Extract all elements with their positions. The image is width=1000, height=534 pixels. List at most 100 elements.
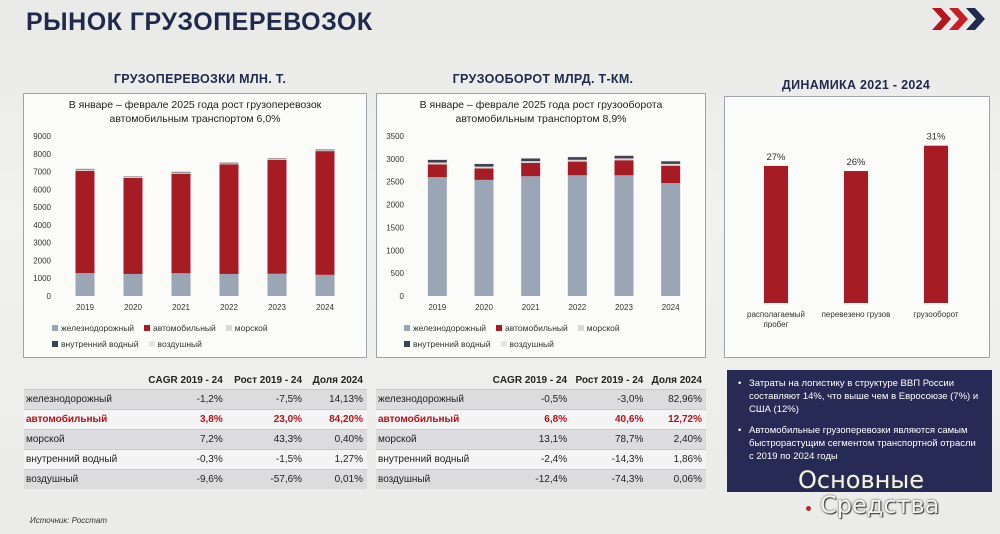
table2-header-row: CAGR 2019 - 24 Рост 2019 - 24 Доля 2024 [376,372,706,389]
table-cell: -2,4% [488,448,572,469]
legend-item: железнодорожный [52,320,134,336]
table-cell: 3,8% [140,408,227,429]
row-label: внутренний водный [24,448,141,469]
watermark-logo: Основные Средства [798,468,994,528]
column-header: Рост 2019 - 24 [575,374,644,386]
table-cell: -9,6% [140,468,227,489]
legend-swatch-icon [52,341,58,347]
chart1-plot: 9000 8000 7000 6000 5000 4000 3000 2000 1000 0 201… [33,132,335,312]
info-box: Затраты на логистику в структуре ВВП Рос… [727,370,992,492]
x-tick-label: 2024 [662,303,680,312]
legend-label: морской [234,323,268,333]
bar-segment [315,149,335,150]
bar-segment [521,161,541,163]
table-row: внутренний водный -2,4% -14,3% 1,86% [376,448,706,469]
bar-segment [474,168,494,180]
bar-segment [75,168,95,170]
bar-segment [267,158,287,159]
panel1-title: ГРУЗОПЕРЕВОЗКИ МЛН. Т. [113,72,287,86]
row-label: воздушный [24,468,141,489]
column-header: CAGR 2019 - 24 [492,374,568,386]
bar-segment [474,163,494,167]
bar-segment [219,273,239,296]
y-tick-label: 7000 [33,168,51,177]
table-row: воздушный -9,6% -57,6% 0,01% [24,468,367,489]
legend-item: воздушный [500,336,554,352]
table-cell: -57,6% [226,468,307,489]
row-label: морской [24,428,141,449]
chart2-legend: железнодорожный автомобильный морской внутр… [404,320,699,352]
bar-segment [474,179,494,296]
legend-label: автомобильный [505,323,568,333]
x-category-label: пробег [763,320,788,328]
chart1-legend: железнодорожный автомобильный морской внутр… [52,320,352,352]
table-row: воздушный -12,4% -74,3% 0,06% [376,468,706,489]
bar-segment [123,177,143,178]
y-tick-label: 8000 [33,150,51,159]
row-label: воздушный [376,468,489,489]
chart1-note-line2: автомобильным транспортом 6,0% [109,113,281,125]
bar-segment [521,157,541,159]
bar-segment [123,273,143,296]
y-tick-label: 1000 [386,246,404,255]
table-cell: -0,3% [140,448,227,469]
y-tick-label: 5000 [33,203,51,212]
x-category-label: грузооборот [913,310,959,319]
x-category-label: располагаемый [747,310,805,319]
bar-segment [171,173,191,274]
bar-segment [614,160,634,176]
x-tick-label: 2023 [615,303,633,312]
bar-segment [661,183,681,296]
info-item: Автомобильные грузоперевозки являются са… [737,424,982,463]
table-row: морской 13,1% 78,7% 2,40% [376,428,706,449]
legend-swatch-icon [225,325,232,331]
y-tick-label: 2000 [386,201,404,210]
bar-segment [267,160,287,274]
bar [924,145,948,303]
row-label: морской [376,428,489,449]
chart1-note-line1: В январе – феврале 2025 года рост грузоп… [68,99,322,111]
table-cell: 2,40% [647,428,706,449]
legend-label: морской [586,323,620,333]
bar-segment [661,163,681,166]
column-header: Рост 2019 - 24 [234,374,303,386]
legend-swatch-icon [404,325,410,331]
legend-item: воздушный [148,336,202,352]
column-header: Доля 2024 [651,374,702,386]
table-row: морской 7,2% 43,3% 0,40% [24,428,367,449]
legend-label: внутренний водный [413,339,491,349]
table-cell: -3,0% [571,388,648,409]
legend-label: железнодорожный [413,323,487,333]
page-title: РЫНОК ГРУЗОПЕРЕВОЗОК [26,8,373,36]
panel3-title: ДИНАМИКА 2021 - 2024 [781,78,931,92]
row-label: автомобильный [376,408,489,429]
row-label: автомобильный [24,408,141,429]
legend-item: железнодорожный [404,320,486,336]
bar-segment [171,171,191,173]
bar-segment [123,177,143,274]
legend-item: морской [225,320,268,336]
bar-segment [427,159,447,163]
x-tick-label: 2020 [475,303,493,312]
bar-segment [75,273,95,296]
table-cell: -1,5% [226,448,307,469]
bar-segment [75,169,95,171]
chart2-plot: 3500 3000 2500 2000 1500 1000 500 0 2019 2020 2021… [386,132,681,312]
bar-segment [567,175,587,296]
bar-segment [219,162,239,163]
table-cell: 1,27% [306,448,367,469]
table-cell: 12,72% [647,408,706,429]
bar-segment [567,161,587,176]
bar-segment [661,160,681,162]
table1-header-row: CAGR 2019 - 24 Рост 2019 - 24 Доля 2024 [24,372,367,389]
panel2-title: ГРУЗООБОРОТ МЛРД. Т-КМ. [452,72,634,86]
y-tick-label: 3500 [386,132,404,141]
table-cell: 0,06% [647,468,706,489]
bar-segment [427,164,447,178]
y-tick-label: 3000 [33,239,51,248]
legend-label: железнодорожный [61,323,135,333]
bar-segment [427,162,447,165]
table-cell: -1,2% [140,388,227,409]
bar-value-label: 26% [846,157,866,168]
table-row: внутренний водный -0,3% -1,5% 1,27% [24,448,367,469]
